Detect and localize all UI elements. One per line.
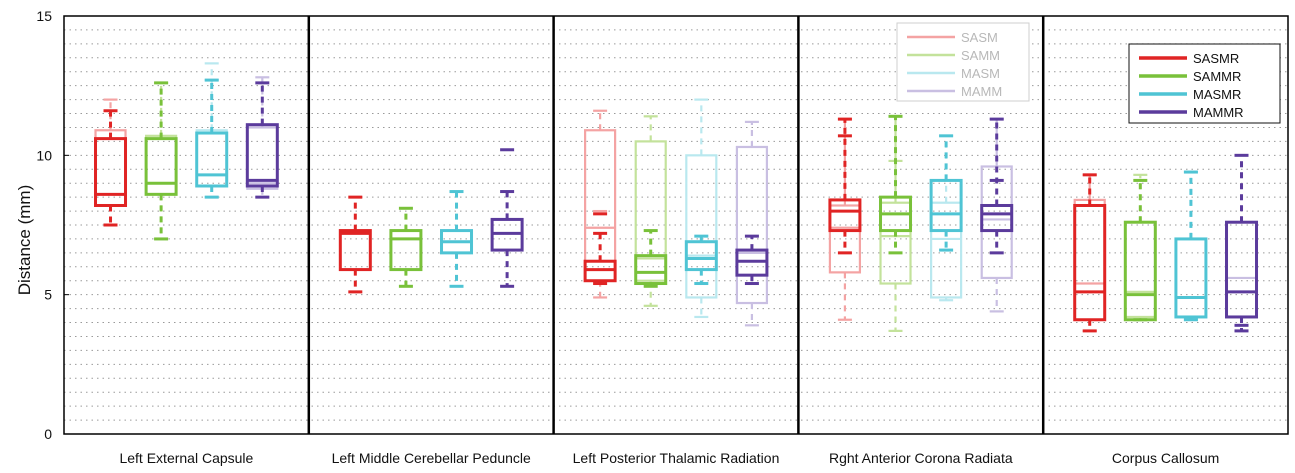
legend-label: MAMM [961,84,1002,99]
box-mamm [1225,154,1258,332]
legend-label: SAMM [961,48,1000,63]
plot-frame [63,15,1289,435]
legend-label: SASMR [1193,51,1239,66]
y-axis-label: Distance (mm) [15,185,34,296]
box-iqr [828,198,862,233]
box-sasmr [338,195,372,294]
box-iqr [1174,237,1208,319]
box-iqr [195,129,228,188]
box-iqr [684,240,718,272]
box-sammr [879,114,913,255]
box-samm [145,81,178,241]
y-tick-label: 15 [36,8,52,24]
box-iqr [685,154,718,299]
legend-faded: SASM SAMM MASM MAMM [896,22,1030,102]
group-label: Left Posterior Thalamic Radiation [573,450,780,466]
box-iqr [930,201,963,299]
box-mamm [735,120,769,327]
box-sasm [1073,173,1106,332]
box-iqr [195,131,229,188]
box-sammr [1123,178,1157,322]
box-sammr [634,229,668,288]
box-iqr [634,140,667,282]
box-iqr [879,201,912,285]
box-masm [930,134,963,302]
box-sasmr [1073,173,1107,333]
box-masmr [684,234,718,286]
group-labels: Left External Capsule Left Middle Cerebel… [119,450,1219,466]
box-iqr [1123,220,1157,322]
group-label: Left Middle Cerebellar Peduncle [332,450,531,466]
box-iqr [1225,220,1259,319]
box-iqr [1073,198,1106,321]
box-iqr [929,178,963,233]
box-samm [634,115,667,307]
bold-boxes [94,78,1259,333]
box-sammr [144,81,178,241]
group-label: Rght Anterior Corona Radiata [829,450,1013,466]
y-tick-label: 10 [36,147,52,163]
box-iqr [735,145,769,305]
box-masmr [195,78,229,199]
box-sasmr [828,117,862,255]
box-iqr [1225,221,1258,319]
legend-label: MASM [961,66,1000,81]
legend-bold: SASMR SAMMR MASMR MAMMR [1128,43,1281,124]
axes [63,15,1289,435]
y-tick-label: 0 [44,426,52,442]
box-iqr [1174,237,1208,319]
box-iqr [828,204,862,274]
box-mammr [245,81,279,199]
box-masmr [1174,170,1208,322]
box-mammr [1225,153,1259,333]
legend-label: MASMR [1193,87,1241,102]
box-mammr [980,117,1014,255]
gridlines [64,29,1288,421]
box-sasmr [583,212,617,286]
box-mammr [735,234,769,286]
box-sammr [389,206,423,288]
y-tick-label: 5 [44,287,52,303]
group-label: Left External Capsule [119,450,253,466]
group-label: Corpus Callosum [1112,450,1219,466]
box-iqr [94,137,128,207]
box-iqr [144,137,178,196]
box-sasmr [94,109,128,227]
box-masmr [440,190,474,288]
box-iqr [145,134,178,196]
box-masmr [929,134,963,252]
box-sasm [828,118,862,321]
box-iqr [389,229,423,272]
box-iqr [338,229,372,272]
box-iqr [1073,203,1107,322]
box-iqr [245,123,279,188]
box-mammr [490,148,524,288]
y-tick-labels: 0 5 10 15 [36,8,69,442]
legend-label: MAMMR [1193,105,1244,120]
box-iqr [1124,221,1157,319]
box-iqr [634,254,668,286]
box-iqr [980,203,1014,233]
box-masm [685,98,718,319]
legend-label: SAMMR [1193,69,1241,84]
legend-label: SASM [961,30,998,45]
